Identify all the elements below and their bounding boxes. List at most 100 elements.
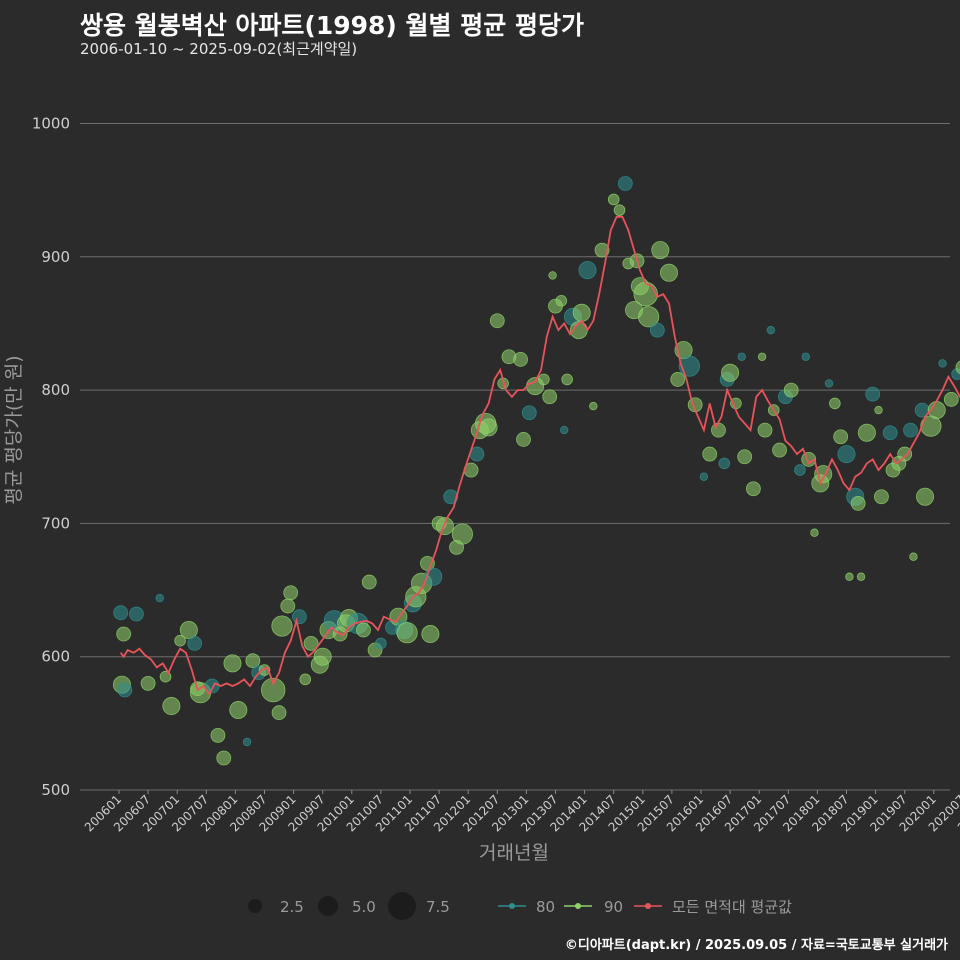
data-point	[548, 271, 557, 280]
data-point	[845, 572, 854, 581]
data-point	[850, 496, 866, 511]
data-point	[443, 489, 459, 505]
data-point	[261, 677, 286, 703]
data-point	[521, 405, 537, 421]
size-legend-label: 2.5	[280, 898, 304, 916]
data-point	[283, 585, 299, 601]
data-point	[916, 487, 935, 506]
data-point	[479, 418, 498, 437]
data-point	[721, 363, 740, 382]
data-point	[783, 382, 799, 398]
data-point	[943, 392, 959, 407]
data-point	[638, 306, 660, 328]
size-legend-marker	[248, 899, 262, 913]
data-point	[451, 523, 473, 545]
legend-marker	[575, 903, 581, 909]
data-point	[356, 622, 371, 638]
size-legend-label: 7.5	[426, 898, 450, 916]
data-point	[772, 442, 787, 458]
data-point	[801, 352, 810, 361]
data-point	[711, 422, 726, 438]
data-point	[216, 750, 232, 766]
data-point	[607, 193, 620, 206]
data-point	[162, 697, 181, 716]
data-point	[659, 263, 678, 282]
legend-marker	[509, 903, 515, 909]
data-point	[513, 352, 528, 367]
data-point	[542, 389, 558, 405]
data-point	[874, 405, 883, 415]
data-point	[938, 359, 947, 368]
data-point	[223, 654, 242, 673]
y-tick-label: 800	[41, 381, 70, 399]
y-tick-label: 600	[41, 648, 70, 666]
credit-text: ©디아파트(dapt.kr) / 2025.09.05 / 자료=국토교통부 실…	[564, 938, 948, 953]
data-point	[245, 653, 261, 669]
data-point	[613, 204, 626, 216]
data-point	[578, 261, 597, 280]
data-point	[242, 737, 252, 747]
legend-label: 80	[536, 898, 555, 916]
data-point	[561, 373, 573, 386]
data-point	[292, 609, 307, 625]
data-point	[757, 352, 767, 361]
data-point	[113, 605, 129, 621]
data-point	[210, 727, 226, 743]
data-point	[555, 294, 568, 307]
data-point	[718, 457, 731, 470]
scatter-points	[112, 176, 960, 766]
data-point	[375, 637, 387, 650]
data-point	[174, 634, 186, 647]
data-point	[737, 449, 753, 465]
data-point	[633, 281, 658, 307]
data-point	[313, 647, 332, 666]
data-point	[271, 705, 287, 721]
average-line	[119, 215, 960, 696]
data-point	[129, 606, 144, 622]
legend-label: 90	[604, 898, 623, 916]
y-axis-label: 평균 평당가(만 원)	[3, 355, 25, 504]
data-point	[794, 464, 806, 476]
y-tick-label: 1000	[32, 115, 70, 133]
data-point	[116, 626, 132, 642]
data-point	[699, 472, 709, 481]
data-point	[897, 446, 913, 462]
gridlines	[80, 123, 950, 791]
data-point	[810, 528, 819, 537]
size-legend-marker	[388, 892, 416, 920]
data-point	[829, 397, 841, 410]
legend-marker	[645, 903, 651, 909]
data-point	[489, 313, 505, 329]
data-point	[670, 372, 686, 387]
data-point	[538, 373, 550, 386]
size-legend-marker	[318, 896, 338, 916]
data-point	[280, 598, 296, 614]
data-point	[589, 401, 598, 411]
data-point	[155, 593, 164, 603]
data-point	[594, 242, 610, 258]
data-point	[903, 422, 918, 438]
average-line-segment	[119, 215, 960, 696]
data-point	[435, 517, 454, 536]
data-point	[303, 635, 319, 651]
data-point	[833, 429, 849, 445]
chart-subtitle: 2006-01-10 ~ 2025-09-02(최근계약일)	[80, 40, 358, 58]
data-point	[857, 423, 876, 442]
data-point	[824, 379, 834, 388]
data-point	[271, 615, 293, 637]
data-point	[766, 325, 776, 335]
data-point	[757, 422, 773, 438]
data-point	[560, 425, 569, 435]
y-axis: 500 600 700 800 900 1000	[32, 115, 70, 800]
data-point	[649, 322, 665, 338]
data-point	[421, 625, 440, 644]
data-point	[572, 303, 591, 322]
data-point	[882, 425, 898, 441]
data-point	[856, 572, 866, 581]
size-legend-label: 5.0	[352, 898, 376, 916]
data-point	[617, 176, 633, 191]
legend: 2.5 5.0 7.5 80 90 모든 면적대 평균값	[248, 892, 792, 920]
data-point	[837, 445, 856, 464]
